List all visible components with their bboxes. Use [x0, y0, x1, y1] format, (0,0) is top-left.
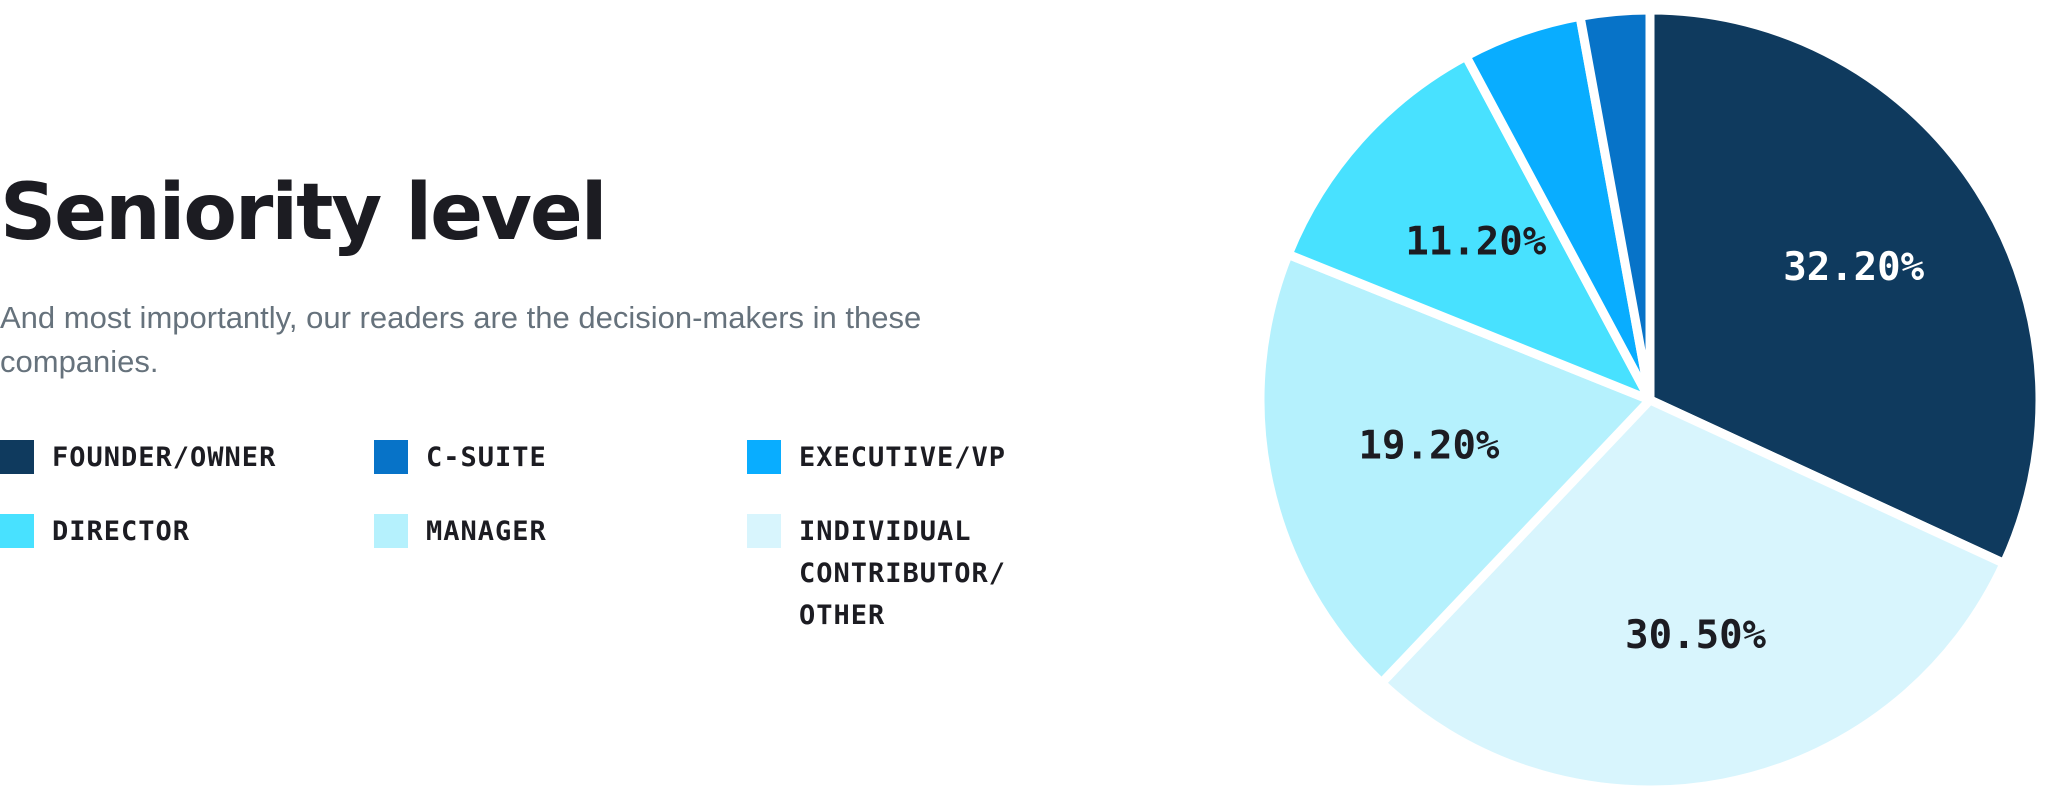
chart-title: Seniority level [0, 168, 608, 258]
legend-swatch-individual-contributor-other [747, 514, 781, 548]
legend-label-manager: MANAGER [426, 516, 547, 547]
legend-label-founder-owner: FOUNDER/OWNER [52, 442, 277, 473]
legend-label-individual-contributor-other: INDIVIDUAL CONTRIBUTOR/ OTHER [799, 516, 1007, 631]
legend-item-director: DIRECTOR [0, 511, 352, 553]
pie-label-director: 11.20% [1405, 219, 1546, 264]
pie-label-individual-contributor-other: 30.50% [1625, 613, 1766, 658]
legend-label-director: DIRECTOR [52, 516, 191, 547]
legend-item-executive-vp: EXECUTIVE/VP [747, 437, 1099, 479]
chart-subtitle: And most importantly, our readers are th… [0, 300, 922, 379]
legend-swatch-founder-owner [0, 440, 34, 474]
legend-swatch-director [0, 514, 34, 548]
legend-item-individual-contributor-other: INDIVIDUAL CONTRIBUTOR/ OTHER [747, 511, 1039, 637]
pie-slice-individual-contributor-other [1377, 395, 2009, 795]
legend-label-executive-vp: EXECUTIVE/VP [799, 442, 1007, 473]
legend-swatch-manager [374, 514, 408, 548]
pie-label-manager: 19.20% [1359, 424, 1500, 469]
pie-slice-labels: 32.20% 30.50% 19.20% 11.20% [1359, 219, 1925, 658]
pie-slice-c-suite [1575, 5, 1655, 405]
pie-slice-founder-owner [1645, 5, 2045, 568]
pie-slices [1255, 5, 2045, 795]
legend-item-founder-owner: FOUNDER/OWNER [0, 437, 352, 479]
pie-slice-director [1283, 51, 1655, 405]
legend-label-c-suite: C-SUITE [426, 442, 547, 473]
legend-swatch-executive-vp [747, 440, 781, 474]
legend-item-c-suite: C-SUITE [374, 437, 726, 479]
legend-item-manager: MANAGER [374, 511, 726, 553]
pie-label-founder-owner: 32.20% [1783, 245, 1924, 290]
legend-swatch-c-suite [374, 440, 408, 474]
